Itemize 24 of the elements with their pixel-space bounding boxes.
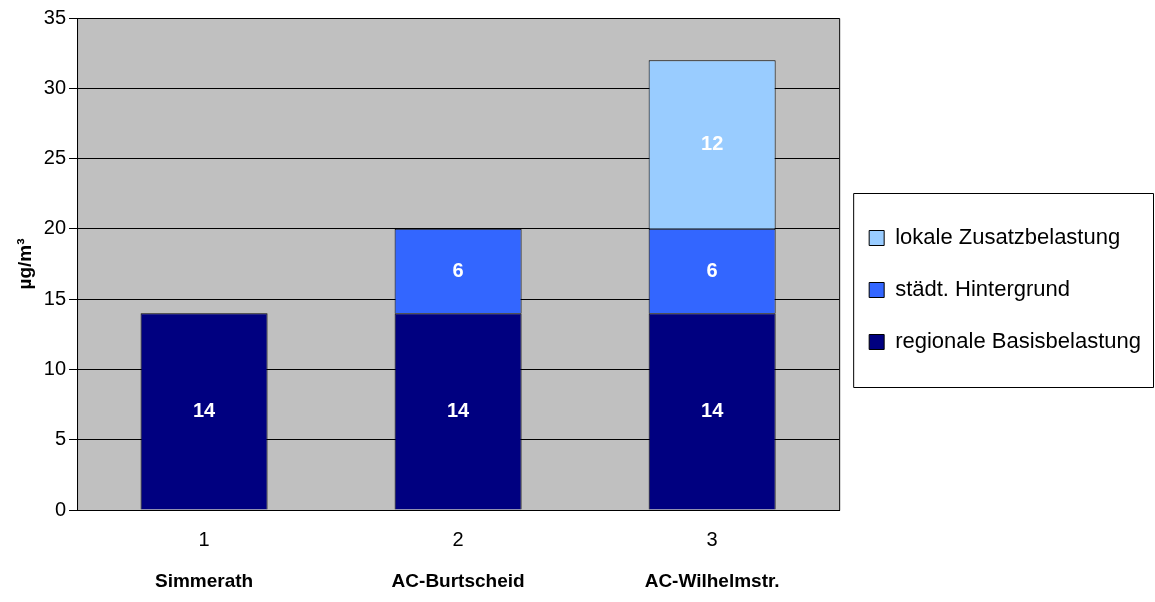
- legend-label: städt. Hintergrund: [895, 276, 1071, 302]
- text: AC-Wilhelmstr.: [644, 570, 780, 592]
- data-label: 14: [701, 398, 725, 421]
- x-tick-label: 2: [452, 527, 464, 550]
- data-label: 6: [706, 258, 718, 281]
- y-tick-label: 35: [43, 5, 67, 28]
- y-tick-label: 30: [43, 75, 67, 98]
- text: Simmerath: [154, 570, 254, 592]
- y-tick-label: 15: [43, 286, 67, 309]
- legend-label: lokale Zusatzbelastung: [895, 224, 1121, 250]
- x-tick-label: 1: [198, 527, 210, 550]
- y-tick-label: 20: [43, 216, 67, 239]
- y-tick-label: 0: [54, 497, 67, 520]
- y-axis-title: µg/m³: [13, 238, 35, 290]
- legend-label: regionale Basisbelastung: [895, 328, 1142, 354]
- text: AC-Burtscheid: [391, 570, 525, 592]
- y-tick-label: 5: [54, 427, 67, 450]
- data-label: 14: [192, 398, 217, 421]
- y-tick-label: 25: [43, 146, 67, 169]
- data-label: 12: [701, 132, 724, 155]
- data-label: 6: [452, 258, 464, 281]
- data-label: 14: [446, 398, 471, 421]
- x-tick-label: 3: [706, 527, 718, 550]
- y-tick-label: 10: [43, 356, 67, 379]
